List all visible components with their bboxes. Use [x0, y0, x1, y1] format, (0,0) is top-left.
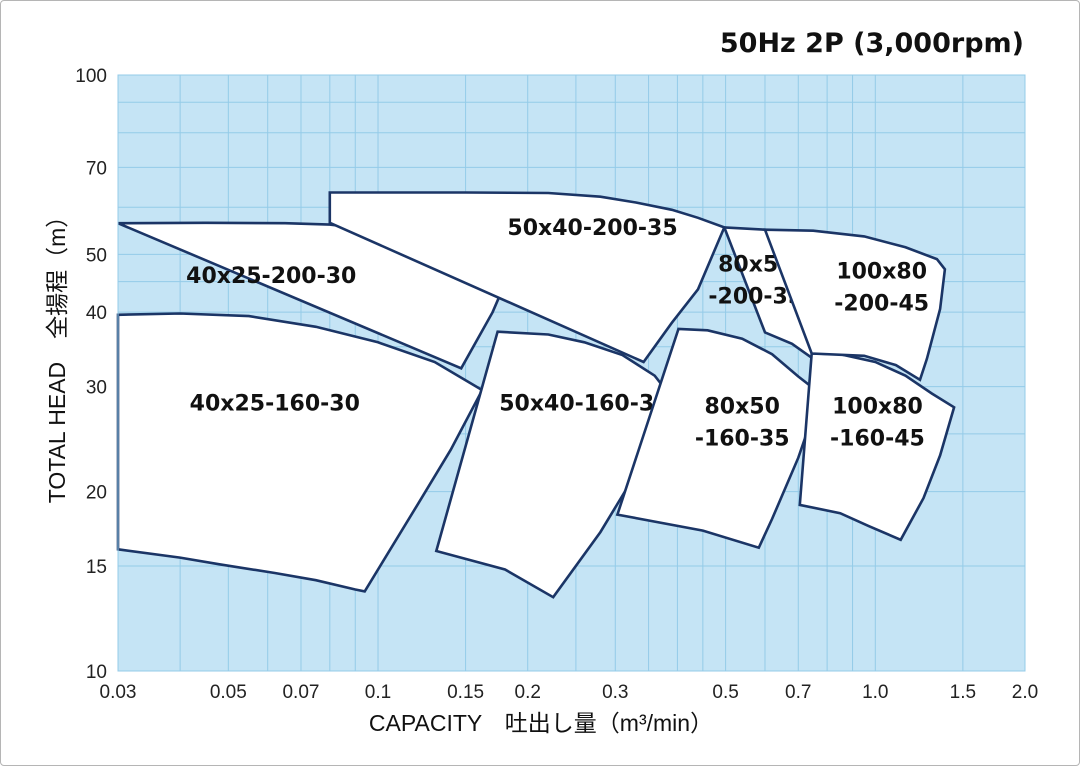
- x-tick-label: 0.05: [210, 682, 247, 703]
- x-tick-label: 1.0: [862, 682, 888, 703]
- region-label: -160-45: [830, 427, 925, 452]
- pump-region: 100x80 -160-45: [798, 352, 956, 542]
- x-tick-label: 1.5: [950, 682, 976, 703]
- x-tick-label: 0.7: [785, 682, 811, 703]
- x-tick-label: 0.07: [282, 682, 319, 703]
- y-tick-label: 70: [86, 158, 107, 179]
- x-tick-labels: 0.03 0.05 0.07 0.1 0.15 0.2 0.3 0.5 0.7 1.0 1.5 2.0: [100, 682, 1039, 703]
- pump-region: 50x40-200-35: [328, 191, 727, 364]
- y-tick-label: 40: [86, 303, 107, 324]
- region-label: -200-45: [834, 291, 929, 316]
- y-tick-label: 20: [86, 483, 107, 504]
- pump-region: 100x80 -200-45: [763, 228, 947, 382]
- y-tick-label: 10: [86, 662, 107, 683]
- region-outline: [763, 228, 947, 382]
- y-tick-label: 15: [86, 557, 107, 578]
- y-tick-label: 100: [75, 66, 107, 87]
- y-tick-label: 50: [86, 245, 107, 266]
- region-label: 40x25-200-30: [186, 264, 356, 289]
- plot-border: [117, 74, 1026, 672]
- x-tick-label: 0.03: [100, 682, 137, 703]
- x-tick-label: 0.15: [447, 682, 484, 703]
- region-label: 100x80: [832, 395, 923, 420]
- region-outline: [328, 191, 727, 364]
- pump-region: 50x40-160-30: [434, 330, 678, 599]
- y-tick-labels: 10 15 20 30 40 50 70 100: [75, 66, 107, 683]
- x-tick-label: 2.0: [1012, 682, 1038, 703]
- region-label: 100x80: [836, 259, 927, 284]
- region-label: -160-35: [695, 427, 790, 452]
- y-axis-label: TOTAL HEAD 全揚程（m）: [44, 205, 70, 504]
- region-label: 40x25-160-30: [190, 392, 360, 417]
- x-tick-label: 0.2: [515, 682, 541, 703]
- pump-regions: 40x25-160-30 40x25-200-30 50x40-160-30 50x4…: [116, 191, 956, 599]
- y-tick-label: 30: [86, 378, 107, 399]
- region-label: 80x50: [705, 395, 780, 420]
- region-outline: [116, 312, 484, 593]
- pump-region: 40x25-160-30: [116, 312, 484, 593]
- x-axis-label: CAPACITY 吐出し量（m³/min）: [369, 710, 713, 736]
- x-tick-label: 0.5: [712, 682, 738, 703]
- x-tick-label: 0.1: [365, 682, 391, 703]
- region-label: 50x40-160-30: [499, 392, 669, 417]
- region-outline: [798, 352, 956, 542]
- region-label: 50x40-200-35: [507, 216, 677, 241]
- x-tick-label: 0.3: [602, 682, 628, 703]
- chart-title: 50Hz 2P (3,000rpm): [720, 28, 1024, 59]
